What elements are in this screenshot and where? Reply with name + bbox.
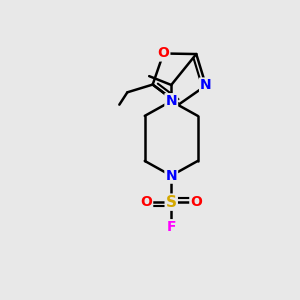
Text: N: N [165, 169, 177, 183]
Text: O: O [190, 195, 202, 209]
Text: N: N [200, 79, 212, 92]
Text: S: S [166, 195, 177, 210]
Text: O: O [140, 195, 152, 209]
Text: F: F [167, 220, 176, 234]
Text: N: N [165, 94, 177, 108]
Text: O: O [158, 46, 169, 61]
